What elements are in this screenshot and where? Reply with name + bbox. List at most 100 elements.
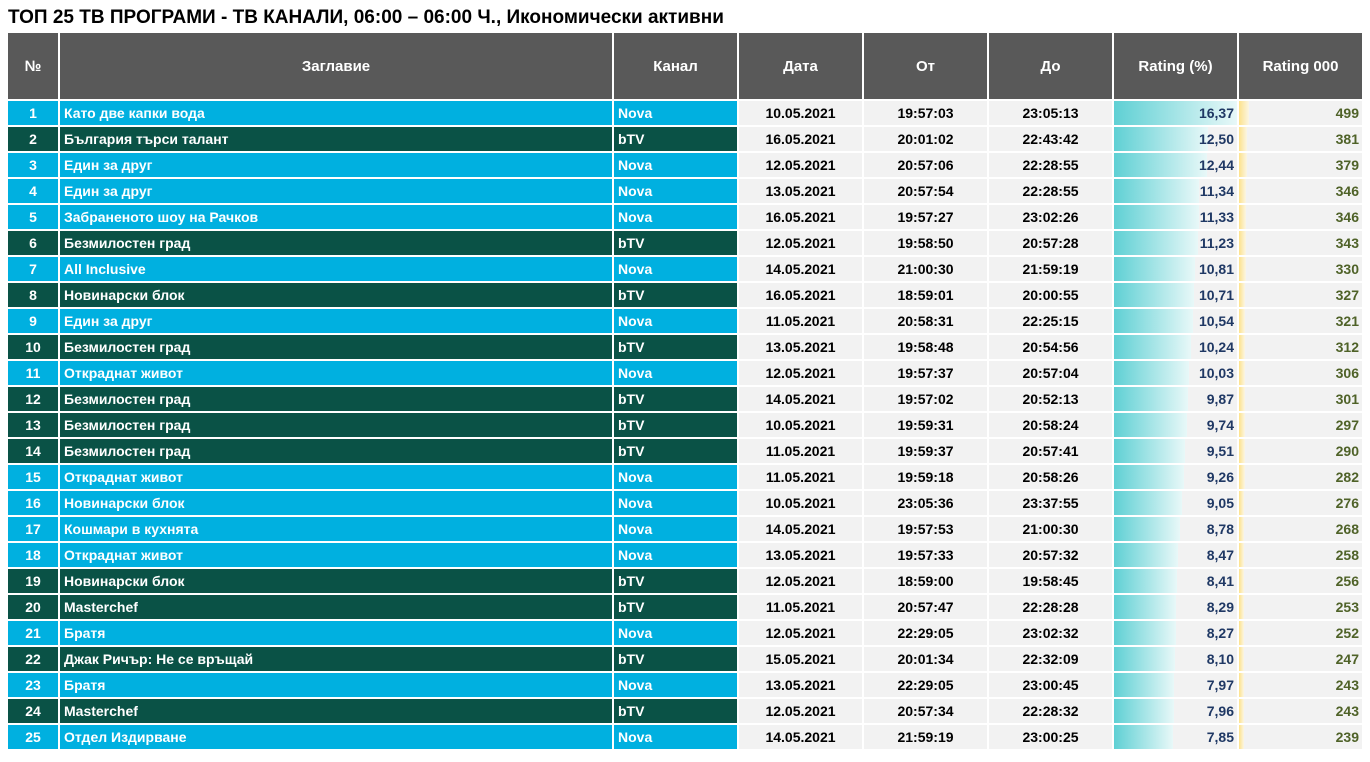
cell-rating-percent: 10,54 (1114, 309, 1237, 335)
cell-channel: bTV (614, 387, 737, 413)
cell-rating-percent: 7,96 (1114, 699, 1237, 725)
page-title: ТОП 25 ТВ ПРОГРАМИ - ТВ КАНАЛИ, 06:00 – … (8, 7, 724, 28)
cell-date: 13.05.2021 (739, 673, 862, 699)
cell-to: 23:02:26 (989, 205, 1112, 231)
rating-000-data-bar (1239, 257, 1246, 281)
cell-rating-percent: 12,50 (1114, 127, 1237, 153)
cell-to: 19:58:45 (989, 569, 1112, 595)
cell-number: 10 (8, 335, 58, 361)
cell-channel: Nova (614, 621, 737, 647)
rating-value: 8,78 (1206, 521, 1234, 537)
rating-value: 12,44 (1198, 157, 1234, 173)
cell-number: 19 (8, 569, 58, 595)
table-row: 23 Братя Nova 13.05.2021 22:29:05 23:00:45 7,9… (8, 673, 1362, 699)
cell-channel: bTV (614, 335, 737, 361)
cell-number: 25 (8, 725, 58, 751)
cell-channel: bTV (614, 231, 737, 257)
table-row: 22 Джак Ричър: Не се връщай bTV 15.05.2021 2… (8, 647, 1362, 673)
cell-date: 16.05.2021 (739, 205, 862, 231)
cell-date: 12.05.2021 (739, 231, 862, 257)
rating-000-data-bar (1239, 335, 1246, 359)
rating-000-data-bar (1239, 361, 1246, 385)
rating-000-value: 346 (1335, 209, 1359, 225)
cell-date: 14.05.2021 (739, 387, 862, 413)
cell-number: 14 (8, 439, 58, 465)
cell-rating-000: 330 (1239, 257, 1362, 283)
rating-000-data-bar (1239, 439, 1245, 463)
cell-rating-000: 379 (1239, 153, 1362, 179)
cell-rating-percent: 9,26 (1114, 465, 1237, 491)
cell-rating-000: 297 (1239, 413, 1362, 439)
cell-title: Забраненото шоу на Рачков (60, 205, 612, 231)
cell-from: 19:59:37 (864, 439, 987, 465)
cell-channel: Nova (614, 101, 737, 127)
cell-rating-000: 239 (1239, 725, 1362, 751)
cell-rating-percent: 11,23 (1114, 231, 1237, 257)
cell-channel: bTV (614, 699, 737, 725)
cell-to: 23:00:25 (989, 725, 1112, 751)
cell-channel: bTV (614, 647, 737, 673)
cell-to: 23:02:32 (989, 621, 1112, 647)
cell-to: 23:05:13 (989, 101, 1112, 127)
rating-000-value: 268 (1335, 521, 1359, 537)
table-row: 9 Един за друг Nova 11.05.2021 20:58:31 22:25… (8, 309, 1362, 335)
cell-from: 20:01:34 (864, 647, 987, 673)
cell-rating-percent: 10,24 (1114, 335, 1237, 361)
cell-from: 20:01:02 (864, 127, 987, 153)
table-row: 12 Безмилостен град bTV 14.05.2021 19:57:02 2… (8, 387, 1362, 413)
rating-000-value: 327 (1335, 287, 1359, 303)
cell-rating-000: 258 (1239, 543, 1362, 569)
cell-to: 21:00:30 (989, 517, 1112, 543)
cell-rating-percent: 9,87 (1114, 387, 1237, 413)
cell-from: 19:57:53 (864, 517, 987, 543)
cell-rating-000: 301 (1239, 387, 1362, 413)
cell-from: 21:59:19 (864, 725, 987, 751)
rating-000-value: 297 (1335, 417, 1359, 433)
cell-channel: Nova (614, 491, 737, 517)
cell-title: Новинарски блок (60, 283, 612, 309)
rating-000-value: 258 (1335, 547, 1359, 563)
cell-to: 22:28:55 (989, 179, 1112, 205)
cell-date: 11.05.2021 (739, 439, 862, 465)
cell-date: 15.05.2021 (739, 647, 862, 673)
rating-value: 11,33 (1199, 209, 1234, 225)
cell-from: 18:59:01 (864, 283, 987, 309)
cell-number: 15 (8, 465, 58, 491)
rating-data-bar (1114, 517, 1180, 541)
cell-channel: bTV (614, 283, 737, 309)
cell-channel: bTV (614, 439, 737, 465)
cell-to: 20:57:32 (989, 543, 1112, 569)
cell-rating-percent: 16,37 (1114, 101, 1237, 127)
rating-000-value: 379 (1335, 157, 1359, 173)
cell-date: 11.05.2021 (739, 595, 862, 621)
cell-rating-000: 247 (1239, 647, 1362, 673)
cell-channel: Nova (614, 725, 737, 751)
table-row: 24 Masterchef bTV 12.05.2021 20:57:34 22:28:3… (8, 699, 1362, 725)
rating-data-bar (1114, 335, 1191, 359)
cell-number: 16 (8, 491, 58, 517)
rating-000-value: 282 (1335, 469, 1359, 485)
rating-value: 9,74 (1206, 417, 1234, 433)
rating-data-bar (1114, 569, 1178, 593)
rating-000-data-bar (1239, 647, 1244, 671)
rating-000-value: 243 (1335, 703, 1359, 719)
rating-data-bar (1114, 465, 1184, 489)
header-rating-000: Rating 000 (1239, 33, 1362, 101)
cell-title: Безмилостен град (60, 387, 612, 413)
rating-000-value: 499 (1335, 105, 1359, 121)
rating-000-data-bar (1239, 127, 1247, 151)
cell-date: 12.05.2021 (739, 621, 862, 647)
cell-number: 4 (8, 179, 58, 205)
cell-channel: Nova (614, 517, 737, 543)
table-row: 25 Отдел Издирване Nova 14.05.2021 21:59:19 2… (8, 725, 1362, 751)
rating-000-data-bar (1239, 543, 1245, 567)
rating-000-value: 253 (1335, 599, 1359, 615)
rating-value: 10,54 (1198, 313, 1234, 329)
cell-rating-percent: 10,03 (1114, 361, 1237, 387)
cell-from: 19:58:48 (864, 335, 987, 361)
table-row: 16 Новинарски блок Nova 10.05.2021 23:05:36 2… (8, 491, 1362, 517)
cell-rating-percent: 9,51 (1114, 439, 1237, 465)
rating-000-data-bar (1239, 621, 1244, 645)
rating-value: 10,24 (1198, 339, 1234, 355)
cell-rating-000: 276 (1239, 491, 1362, 517)
